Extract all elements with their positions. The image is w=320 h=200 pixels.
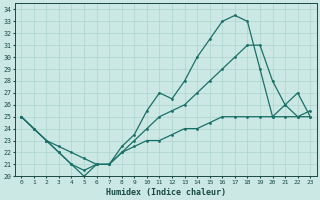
X-axis label: Humidex (Indice chaleur): Humidex (Indice chaleur) <box>106 188 226 197</box>
